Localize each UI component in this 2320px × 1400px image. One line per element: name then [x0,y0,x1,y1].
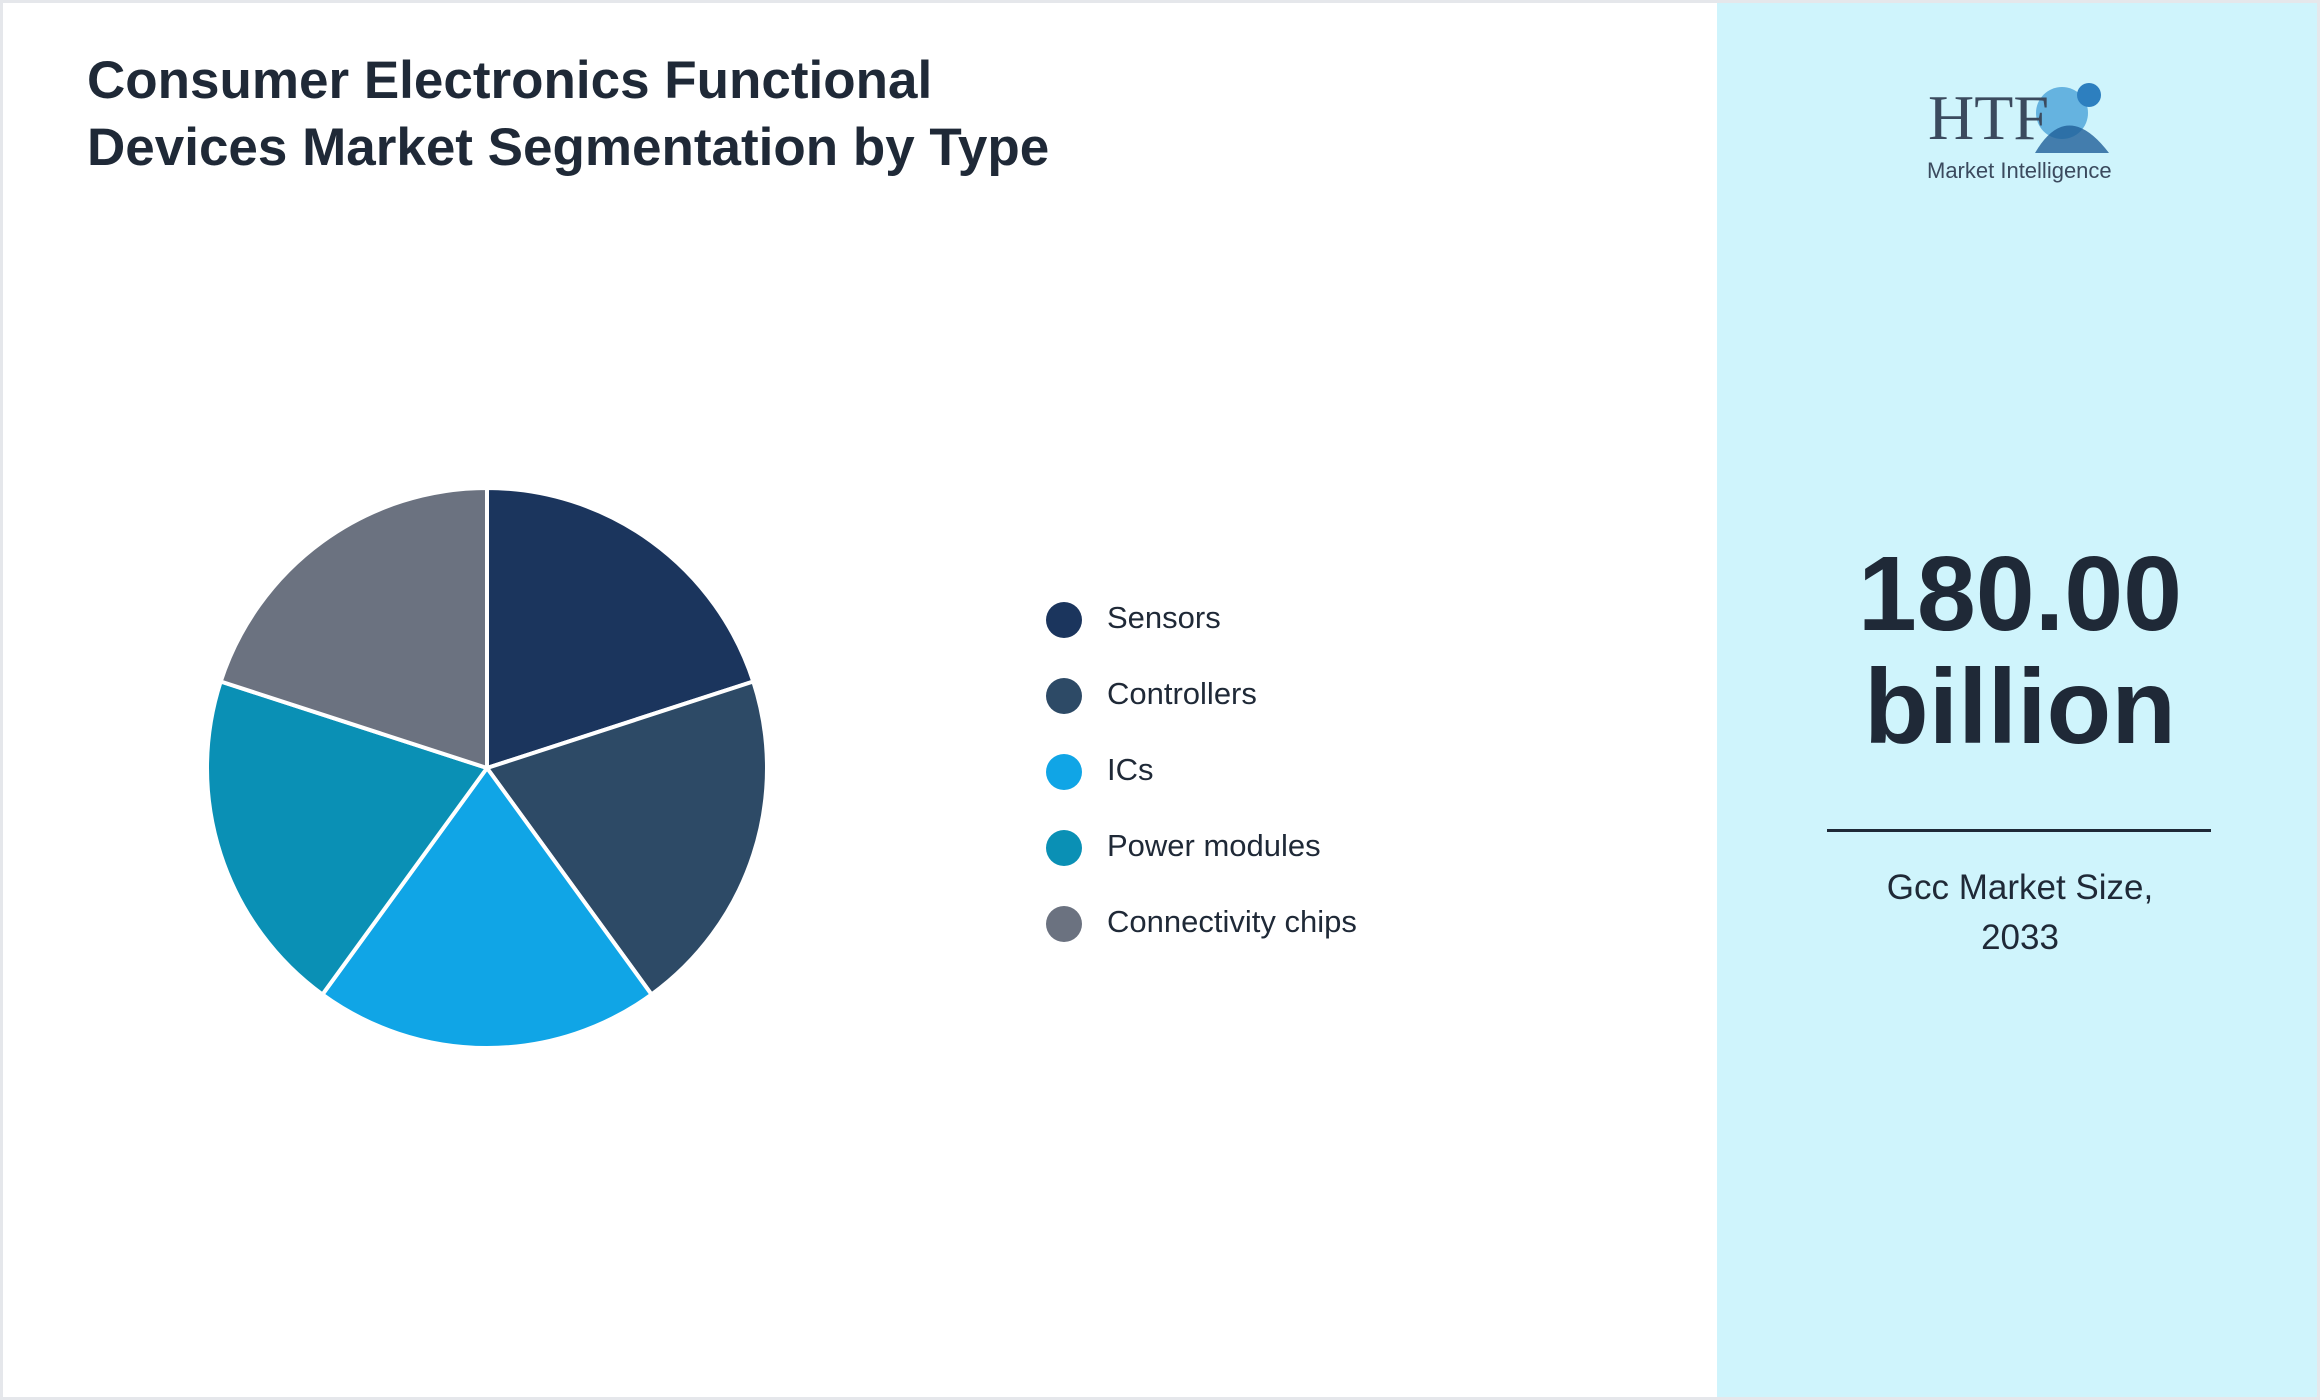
side-panel: HTF Market Intelligence 180.00 billion G… [1717,3,2317,1397]
chart: Sensors Controllers ICs Power modules Connec… [205,485,1357,1050]
legend-swatch [1046,830,1082,866]
legend-label: Controllers [1107,676,1257,711]
pie-slice [319,764,655,1050]
legend-swatch [1046,754,1082,790]
pie-slice [218,485,489,771]
legend-swatch [1046,906,1082,942]
logo-mark [2035,83,2109,153]
divider [1827,829,2211,832]
pie-slice [485,485,756,771]
kpi-label: Gcc Market Size, 2033 [1886,868,2154,957]
legend-swatch [1046,602,1082,638]
logo-tagline: Market Intelligence [1927,158,2112,183]
legend-swatch [1046,678,1082,714]
pie-slice [483,678,769,998]
legend-label: ICs [1107,752,1154,787]
legend-label: Power modules [1107,828,1321,863]
chart-title: Consumer Electronics Functional Devices … [87,51,1050,177]
legend-label: Sensors [1107,600,1221,635]
kpi-value: 180.00 billion [1857,535,2183,766]
logo-brand: HTF [1928,82,2049,153]
pie-slice [205,678,491,998]
legend-label: Connectivity chips [1107,904,1357,939]
